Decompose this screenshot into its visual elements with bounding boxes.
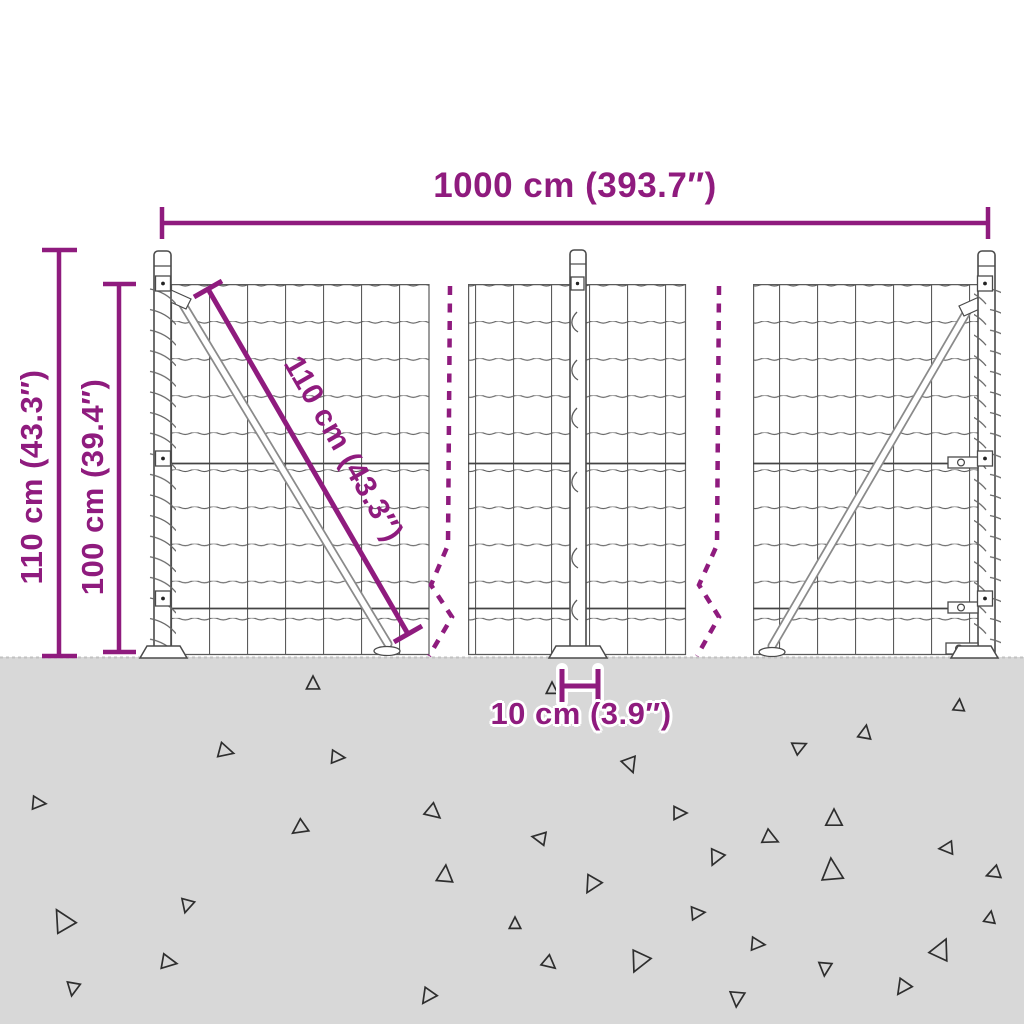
gravel-triangle [760, 827, 780, 844]
dim-total-height-label: 110 cm (43.3″) [14, 369, 49, 585]
gravel-triangle [690, 905, 707, 922]
brace-right [758, 296, 985, 658]
dim-total-height [42, 247, 77, 659]
gravel-triangle [586, 873, 604, 895]
break-line-left [427, 285, 455, 658]
gravel-triangle [507, 915, 523, 930]
dimension-lines [42, 207, 991, 708]
base-plate-right [949, 645, 1000, 659]
base-plates [138, 645, 1000, 659]
post-center-tie-hooks [571, 311, 579, 621]
dim-mesh-height-label: 100 cm (39.4″) [75, 378, 110, 596]
dim-base-plate-width [556, 663, 604, 708]
dim-base-plate-width-label: 10 cm (3.9″) [490, 696, 672, 731]
post-right-spiral-wire [974, 288, 1001, 650]
gravel-triangle [896, 976, 914, 996]
dim-total-width [159, 207, 991, 239]
dim-mesh-height [103, 281, 136, 655]
post-left-spiral-wire [149, 288, 176, 650]
gravel-triangle [544, 680, 560, 695]
gravel-triangle [55, 908, 78, 935]
gravel-triangle [750, 935, 767, 952]
gravel-triangle [539, 953, 557, 970]
gravel-triangle [422, 801, 442, 819]
ground [0, 657, 1024, 1024]
gravel-triangle [951, 697, 966, 712]
dim-diagonal-brace [192, 278, 424, 645]
dim-total-width-label: 1000 cm (393.7″) [433, 166, 717, 205]
brace-left-foot [373, 645, 401, 657]
gravel-triangle [982, 909, 997, 925]
gravel-triangle [530, 831, 548, 847]
post-center [569, 249, 587, 657]
gravel-triangle [160, 952, 179, 970]
gravel-triangle [824, 807, 844, 827]
gravel-triangle [984, 863, 1003, 879]
fence-break-lines [427, 285, 722, 658]
gravel-triangles [31, 674, 1003, 1009]
gravel-triangle [673, 805, 689, 821]
brace-left [165, 289, 401, 657]
brace-right-foot [758, 646, 786, 658]
gravel-triangle [291, 817, 311, 835]
gravel-triangle [856, 723, 872, 741]
gravel-triangle [820, 856, 845, 881]
gravel-triangle [817, 961, 834, 978]
gravel-triangle [927, 937, 948, 963]
gravel-triangle [710, 847, 727, 867]
gravel-triangle [632, 948, 653, 974]
gravel-triangle [421, 985, 439, 1005]
gravel-triangle [180, 897, 197, 915]
gravel-triangle [619, 754, 637, 775]
gravel-triangle [434, 863, 454, 883]
gravel-triangle [790, 742, 808, 757]
gravel-triangle [216, 740, 236, 758]
gravel-triangle [937, 839, 954, 856]
gravel-triangle [305, 674, 321, 690]
break-line-right [695, 285, 722, 658]
base-plate-center [547, 645, 609, 659]
gravel-triangle [66, 980, 82, 998]
base-plate-left [138, 645, 189, 659]
gravel-triangle [330, 748, 347, 765]
gravel-triangle [31, 794, 48, 811]
gravel-triangle [728, 990, 747, 1009]
